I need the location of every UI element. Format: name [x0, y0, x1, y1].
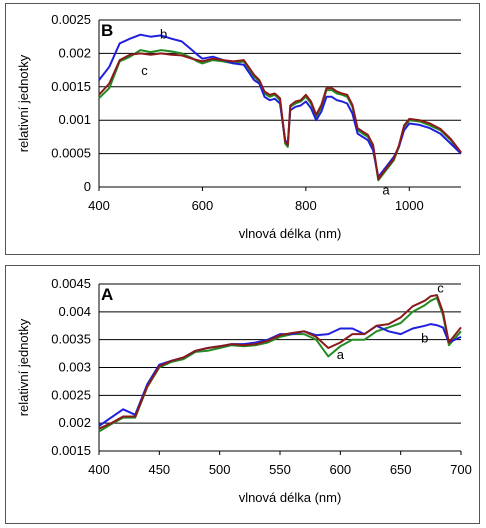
chart-a-y-axis-label: relativní jednotky — [16, 318, 31, 416]
chart-a-annotation: a — [337, 347, 345, 362]
chart-b-y-tick-label: 0.0025 — [51, 12, 91, 27]
chart-a-annotation: b — [421, 330, 428, 345]
chart-b-series-b-line — [98, 33, 462, 178]
chart-b-x-tick-label: 800 — [295, 198, 317, 213]
chart-a-panel-letter: A — [101, 285, 113, 304]
chart-a-x-tick-label: 450 — [148, 462, 170, 477]
chart-a-y-tick-label: 0.003 — [58, 360, 91, 375]
chart-b-series-c-line — [98, 52, 462, 180]
chart-b-annotation: c — [141, 63, 148, 78]
chart-b-svg: 0 0.0005 0.001 0.0015 0.002 0.0025 400 600 800 10… — [16, 12, 462, 241]
chart-b-x-axis-label: vlnová délka (nm) — [239, 226, 342, 241]
chart-a-x-tick-label: 700 — [450, 462, 472, 477]
chart-b-y-tick-label: 0.002 — [58, 45, 91, 60]
chart-b-x-tick-label: 1000 — [395, 198, 424, 213]
chart-b-y-tick-label: 0 — [84, 179, 91, 194]
chart-a-x-tick-label: 550 — [269, 462, 291, 477]
chart-b-x-tick-label: 600 — [192, 198, 214, 213]
chart-a-x-tick-label: 400 — [88, 462, 110, 477]
chart-a-x-tick-label: 650 — [390, 462, 412, 477]
chart-a-y-tick-label: 0.004 — [58, 304, 91, 319]
chart-b-y-tick-label: 0.0015 — [51, 79, 91, 94]
chart-a-y-tick-label: 0.002 — [58, 415, 91, 430]
chart-a-series-c-line — [98, 294, 462, 430]
chart-panel-b: 0 0.0005 0.001 0.0015 0.002 0.0025 400 600 800 10… — [5, 3, 480, 255]
chart-b-annotation: b — [160, 27, 167, 42]
chart-a-y-tick-label: 0.0035 — [51, 332, 91, 347]
chart-a-y-tick-label: 0.0015 — [51, 443, 91, 458]
chart-a-svg: 0.0015 0.002 0.0025 0.003 0.0035 0.004 0.0045 4… — [16, 276, 472, 505]
chart-a-series-b-line — [98, 323, 462, 427]
chart-a-x-axis-label: vlnová délka (nm) — [239, 490, 342, 505]
chart-b-annotation: a — [382, 182, 390, 197]
chart-b-x-tick-label: 400 — [88, 198, 110, 213]
chart-panel-a: 0.0015 0.002 0.0025 0.003 0.0035 0.004 0.0045 4… — [5, 265, 480, 524]
chart-b-series-a-line — [98, 49, 462, 182]
chart-b-y-tick-label: 0.0005 — [51, 146, 91, 161]
chart-b-y-axis-label: relativní jednotky — [16, 54, 31, 152]
chart-b-panel-letter: B — [101, 21, 113, 40]
chart-a-x-tick-label: 600 — [329, 462, 351, 477]
chart-a-x-tick-label: 500 — [209, 462, 231, 477]
chart-a-series-a-line — [98, 296, 462, 433]
chart-a-y-tick-label: 0.0045 — [51, 276, 91, 291]
chart-a-annotation: c — [437, 280, 444, 295]
chart-b-y-tick-label: 0.001 — [58, 112, 91, 127]
chart-a-y-tick-label: 0.0025 — [51, 387, 91, 402]
